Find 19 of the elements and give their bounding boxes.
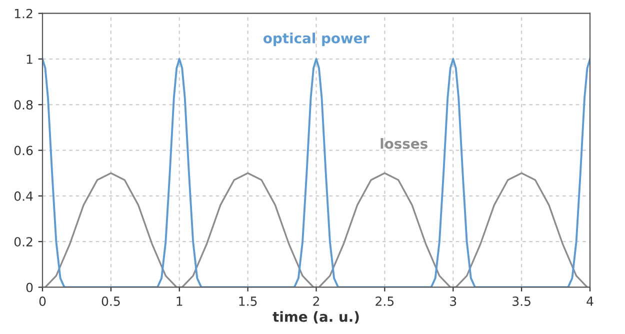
x-tick-label: 2.5 xyxy=(376,296,394,306)
x-tick-label: 3.5 xyxy=(512,296,530,306)
x-tick-label: 1 xyxy=(176,296,182,306)
y-tick-label: 0.6 xyxy=(14,146,33,156)
series-label: optical power xyxy=(264,32,370,46)
x-tick-label: 1.5 xyxy=(239,296,257,306)
y-tick-label: 0.2 xyxy=(14,237,32,247)
x-tick-label: 4 xyxy=(586,296,594,306)
y-tick-label: 1 xyxy=(26,54,32,64)
x-tick-label: 0 xyxy=(39,296,46,306)
x-axis-title: time (a. u.) xyxy=(272,311,359,324)
x-tick-label: 3 xyxy=(450,296,456,306)
y-tick-label: 0.4 xyxy=(14,191,33,201)
x-tick-label: 0.5 xyxy=(102,296,120,306)
series-label: losses xyxy=(380,138,428,149)
x-tick-label: 2 xyxy=(313,296,319,306)
y-tick-label: 0 xyxy=(26,282,33,292)
y-tick-label: 0.8 xyxy=(14,100,33,110)
y-tick-label: 1.2 xyxy=(14,8,32,18)
